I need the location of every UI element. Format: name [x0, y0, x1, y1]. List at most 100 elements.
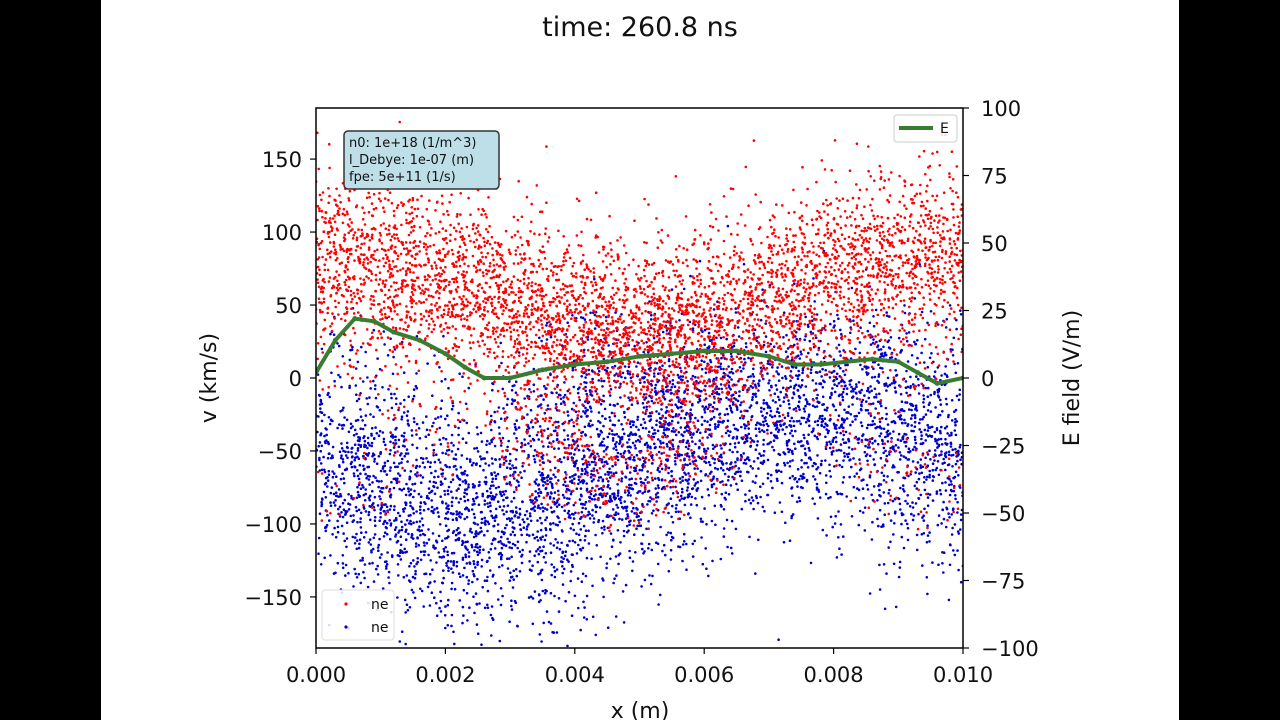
ne-blue-point: [835, 556, 839, 559]
ne-blue-point: [369, 413, 372, 416]
ne-blue-point: [572, 513, 575, 516]
ne-blue-point: [498, 490, 502, 494]
ne-blue-point: [857, 381, 861, 384]
ne-blue-point: [869, 385, 872, 388]
ne-blue-point: [533, 590, 537, 593]
ne-blue-point: [501, 509, 504, 512]
ne-blue-point: [767, 424, 770, 428]
ne-blue-point: [787, 402, 791, 406]
ne-blue-point: [362, 493, 366, 497]
ne-blue-point: [652, 509, 655, 512]
ne-blue-point: [877, 363, 880, 367]
ne-blue-point: [703, 419, 706, 423]
ne-blue-point: [513, 422, 517, 426]
ne-blue-point: [554, 523, 558, 526]
ne-blue-point: [831, 440, 834, 444]
ne-blue-point: [623, 376, 627, 380]
ne-blue-point: [685, 568, 688, 571]
ne-blue-point: [733, 445, 737, 449]
ne-blue-point: [938, 429, 942, 433]
ne-blue-point: [359, 520, 362, 524]
ne-blue-point: [513, 477, 516, 480]
ne-blue-point: [843, 455, 846, 458]
ne-blue-point: [318, 393, 321, 397]
ne-blue-point: [572, 424, 576, 428]
ne-blue-point: [394, 477, 397, 481]
ne-blue-point: [806, 323, 810, 327]
ne-blue-point: [502, 512, 506, 516]
ne-blue-point: [549, 542, 552, 545]
ne-blue-point: [483, 516, 487, 520]
ne-blue-point: [620, 479, 623, 483]
ne-blue-point: [711, 409, 715, 413]
ne-blue-point: [452, 563, 456, 567]
ne-blue-point: [527, 523, 530, 526]
ne-blue-point: [952, 489, 956, 493]
ne-blue-point: [352, 433, 356, 437]
ne-blue-point: [409, 470, 413, 473]
ne-blue-point: [552, 544, 556, 547]
ne-blue-point: [705, 567, 708, 570]
ne-blue-point: [357, 483, 361, 487]
ne-blue-point: [872, 458, 875, 461]
ne-blue-point: [552, 440, 555, 443]
ne-blue-point: [771, 366, 774, 369]
ne-blue-point: [816, 454, 819, 457]
ne-blue-point: [631, 487, 635, 491]
ne-blue-point: [931, 468, 935, 472]
ne-blue-point: [829, 417, 832, 421]
ne-blue-point: [638, 435, 641, 438]
ne-blue-point: [582, 410, 585, 413]
ne-blue-point: [627, 489, 630, 492]
ne-blue-point: [899, 349, 903, 353]
ne-blue-point: [627, 434, 630, 438]
ne-blue-point: [936, 523, 940, 527]
ne-blue-point: [400, 525, 404, 529]
ne-blue-point: [388, 452, 392, 456]
ne-blue-point: [749, 404, 753, 407]
ne-blue-point: [883, 502, 887, 505]
ne-blue-point: [686, 463, 689, 467]
ne-blue-point: [450, 581, 454, 585]
ne-blue-point: [408, 475, 412, 479]
ne-blue-point: [683, 457, 686, 461]
ne-blue-point: [832, 369, 836, 373]
ne-blue-point: [446, 414, 449, 418]
ne-blue-point: [850, 286, 854, 290]
ne-blue-point: [689, 416, 692, 419]
ne-blue-point: [799, 386, 802, 389]
ne-blue-point: [604, 494, 607, 498]
ne-blue-point: [684, 473, 688, 476]
ne-blue-point: [940, 374, 943, 377]
ne-blue-point: [723, 376, 726, 379]
ne-blue-point: [662, 441, 665, 445]
ne-blue-point: [756, 421, 759, 425]
ne-blue-point: [509, 571, 512, 575]
ne-blue-point: [630, 510, 634, 513]
ne-blue-point: [358, 463, 362, 467]
ne-blue-point: [712, 401, 716, 404]
ne-blue-point: [876, 379, 879, 383]
ne-blue-point: [584, 385, 587, 389]
ne-blue-point: [943, 426, 947, 430]
ne-blue-point: [711, 559, 714, 563]
ne-blue-point: [326, 440, 330, 444]
ne-blue-point: [522, 526, 526, 529]
ne-blue-point: [764, 419, 767, 423]
ne-blue-point: [905, 391, 908, 395]
ne-blue-point: [876, 517, 879, 521]
ne-blue-point: [613, 364, 617, 368]
ne-blue-point: [602, 595, 605, 599]
ne-blue-point: [489, 613, 493, 617]
ne-blue-point: [933, 459, 936, 462]
ne-blue-point: [647, 519, 650, 523]
ne-blue-point: [911, 501, 914, 504]
ne-blue-point: [917, 512, 920, 516]
ne-blue-point: [576, 444, 580, 448]
ne-blue-point: [452, 560, 456, 563]
ne-blue-point: [775, 469, 778, 472]
ne-blue-point: [885, 314, 889, 318]
ne-blue-point: [547, 445, 550, 449]
ne-blue-point: [957, 449, 960, 453]
ne-blue-point: [928, 473, 931, 477]
